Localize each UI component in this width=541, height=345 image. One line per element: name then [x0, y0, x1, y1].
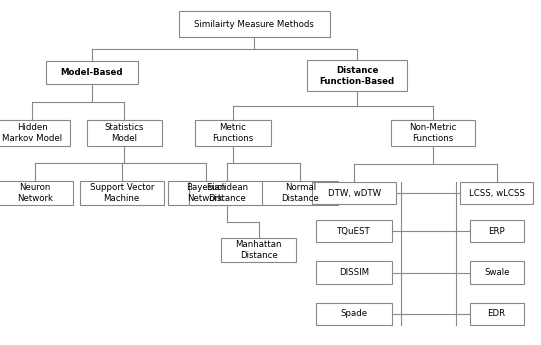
- Text: ERP: ERP: [489, 227, 505, 236]
- FancyBboxPatch shape: [460, 182, 533, 204]
- Text: Swale: Swale: [484, 268, 510, 277]
- Text: TQuEST: TQuEST: [338, 227, 371, 236]
- FancyBboxPatch shape: [189, 181, 265, 205]
- Text: Hidden
Markov Model: Hidden Markov Model: [2, 123, 63, 142]
- FancyBboxPatch shape: [470, 262, 524, 284]
- FancyBboxPatch shape: [316, 303, 392, 325]
- Text: Support Vector
Machine: Support Vector Machine: [90, 184, 154, 203]
- FancyBboxPatch shape: [313, 182, 396, 204]
- FancyBboxPatch shape: [46, 61, 138, 83]
- FancyBboxPatch shape: [221, 238, 296, 262]
- Text: EDR: EDR: [487, 309, 506, 318]
- FancyBboxPatch shape: [316, 262, 392, 284]
- Text: LCSS, wLCSS: LCSS, wLCSS: [469, 189, 525, 198]
- FancyBboxPatch shape: [87, 120, 162, 146]
- Text: Bayesian
Network: Bayesian Network: [186, 184, 225, 203]
- Text: Non-Metric
Functions: Non-Metric Functions: [409, 123, 457, 142]
- FancyBboxPatch shape: [0, 181, 73, 205]
- FancyBboxPatch shape: [316, 220, 392, 242]
- FancyBboxPatch shape: [168, 181, 243, 205]
- FancyBboxPatch shape: [470, 303, 524, 325]
- Text: Distance
Function-Based: Distance Function-Based: [320, 66, 394, 86]
- Text: Neuron
Network: Neuron Network: [17, 184, 53, 203]
- FancyBboxPatch shape: [179, 11, 330, 37]
- FancyBboxPatch shape: [470, 220, 524, 242]
- Text: Model-Based: Model-Based: [61, 68, 123, 77]
- FancyBboxPatch shape: [0, 120, 70, 146]
- Text: DISSIM: DISSIM: [339, 268, 370, 277]
- FancyBboxPatch shape: [307, 60, 407, 91]
- Text: Normal
Distance: Normal Distance: [281, 184, 319, 203]
- FancyBboxPatch shape: [262, 181, 338, 205]
- Text: Statistics
Model: Statistics Model: [105, 123, 144, 142]
- Text: DTW, wDTW: DTW, wDTW: [328, 189, 381, 198]
- Text: Similairty Measure Methods: Similairty Measure Methods: [194, 20, 314, 29]
- Text: Manhattan
Distance: Manhattan Distance: [235, 240, 282, 260]
- FancyBboxPatch shape: [80, 181, 163, 205]
- FancyBboxPatch shape: [195, 120, 270, 146]
- Text: Euclidean
Distance: Euclidean Distance: [206, 184, 248, 203]
- Text: Spade: Spade: [341, 309, 368, 318]
- Text: Metric
Functions: Metric Functions: [212, 123, 253, 142]
- FancyBboxPatch shape: [391, 120, 475, 146]
